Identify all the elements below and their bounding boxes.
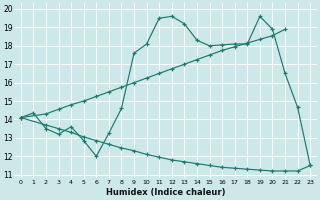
X-axis label: Humidex (Indice chaleur): Humidex (Indice chaleur) <box>106 188 225 197</box>
